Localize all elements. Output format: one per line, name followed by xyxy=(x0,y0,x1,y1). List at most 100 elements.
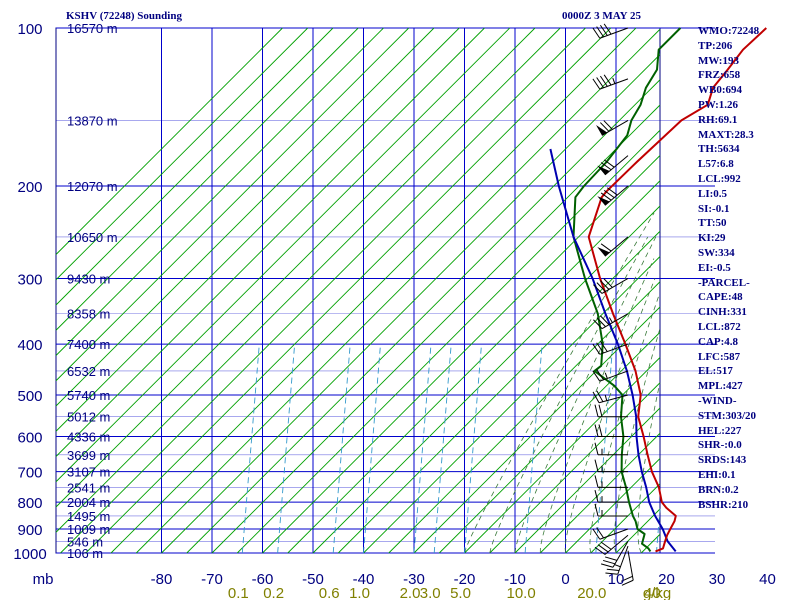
temperature-tick-label: -70 xyxy=(201,571,223,588)
wind-barb-flag xyxy=(593,284,603,294)
wind-barb-shaft xyxy=(599,27,629,39)
moist-adiabat-line xyxy=(613,329,661,554)
wind-barb-flag xyxy=(596,26,604,38)
pressure-tick-label: 400 xyxy=(17,337,42,354)
wind-barb-flag xyxy=(594,424,599,437)
wind-barb-pennant xyxy=(596,125,608,136)
sounding-datetime: 0000Z 3 MAY 25 xyxy=(562,10,641,22)
wind-barb-flag xyxy=(603,23,612,35)
index-item: CINH:331 xyxy=(698,306,747,319)
wind-barb xyxy=(594,503,628,517)
height-label: 4336 m xyxy=(67,430,110,445)
mixing-ratio-label: 2.0 xyxy=(400,585,421,600)
wind-barb-pennant xyxy=(597,165,610,175)
mixing-ratio-unit: g/kg xyxy=(643,585,671,600)
isotherm-line xyxy=(135,28,661,554)
mixing-ratio-label: 40 xyxy=(644,585,661,600)
wind-barb xyxy=(600,541,629,568)
isotherm-line xyxy=(312,205,661,554)
moist-adiabat-line xyxy=(564,278,656,554)
parcel-line xyxy=(549,148,677,553)
wind-barb-flag xyxy=(600,192,612,201)
wind-barb-shaft xyxy=(599,370,629,382)
wind-barb-half-flag xyxy=(614,564,621,568)
height-label: 12070 m xyxy=(67,179,118,194)
index-item: BSHR:210 xyxy=(698,498,749,511)
wind-barb-flag xyxy=(592,370,601,382)
wind-barb xyxy=(594,424,628,438)
isotherm-line xyxy=(489,382,661,554)
isotherm-line xyxy=(55,27,435,407)
wind-barb xyxy=(594,534,629,555)
index-item: SI:-0.1 xyxy=(698,202,730,215)
height-label: 10650 m xyxy=(67,230,118,245)
index-item: RH:69.1 xyxy=(698,113,738,126)
pressure-tick-label: 300 xyxy=(17,271,42,288)
moist-adiabat-line xyxy=(489,236,649,554)
wind-barb xyxy=(596,120,629,136)
wind-barb-flag xyxy=(603,120,613,130)
height-label: 9430 m xyxy=(67,271,110,286)
index-item: EL:517 xyxy=(698,365,733,378)
wind-barb-flag xyxy=(603,159,615,168)
wind-barb-flag xyxy=(599,341,608,352)
index-item: LCL:992 xyxy=(698,172,741,185)
wind-barb xyxy=(597,236,629,257)
wind-barb-flag xyxy=(597,544,609,553)
mixing-ratio-line xyxy=(332,344,351,554)
mixing-ratio-line xyxy=(363,344,381,554)
height-label: 6532 m xyxy=(67,364,110,379)
mixing-ratio-label: 20.0 xyxy=(577,585,606,600)
wind-barb-flag xyxy=(594,459,599,472)
index-item: PW:1.26 xyxy=(698,98,739,111)
wind-barb-flag xyxy=(596,77,604,89)
temperature-tick-label: -60 xyxy=(252,571,274,588)
wind-barb-flag xyxy=(594,490,599,503)
sounding-profiles xyxy=(549,27,767,553)
wind-barb xyxy=(592,23,629,39)
index-item: TT:50 xyxy=(698,217,727,230)
isotherm-line xyxy=(110,27,637,554)
index-item: MAXT:28.3 xyxy=(698,128,754,141)
wind-barb-flag xyxy=(606,187,618,196)
wind-barb-flag xyxy=(600,243,612,252)
index-item: L57:6.8 xyxy=(698,158,734,171)
pressure-tick-label: 700 xyxy=(17,465,42,482)
temperature-line xyxy=(587,27,767,553)
wind-barb-flag xyxy=(599,75,608,87)
pressure-tick-label: 800 xyxy=(17,495,42,512)
wind-barb-flag xyxy=(594,404,599,417)
wind-barb xyxy=(592,369,629,382)
wind-barb xyxy=(593,313,629,330)
index-item: WMO:72248 xyxy=(698,25,760,37)
wind-barbs xyxy=(592,23,634,586)
wind-barb-flag xyxy=(598,424,603,437)
mixing-ratio-label: 3.0 xyxy=(420,585,441,600)
isotherm-line xyxy=(337,230,661,554)
wind-barb-flag xyxy=(596,527,604,539)
wind-barb-flag xyxy=(592,391,600,403)
wind-barb-flag xyxy=(600,563,614,568)
isotherm-line xyxy=(55,27,485,457)
mixing-ratio-label: 10.0 xyxy=(506,585,535,600)
index-item: SHR-:0.0 xyxy=(698,439,742,452)
isotherm-line xyxy=(236,129,661,554)
wind-barb-flag xyxy=(596,282,606,292)
mixing-ratio-line xyxy=(464,344,482,554)
index-item: KI:29 xyxy=(698,232,726,245)
wind-barb-flag xyxy=(596,342,604,354)
index-item: HEL:227 xyxy=(698,424,742,437)
temperature-tick-label: -50 xyxy=(302,571,324,588)
index-item: CAP:4.8 xyxy=(698,335,739,348)
wind-barb-flag xyxy=(603,278,613,288)
wind-barb xyxy=(592,74,629,90)
wind-barb-flag xyxy=(604,556,618,561)
isotherm-line xyxy=(640,533,661,554)
height-label: 3699 m xyxy=(67,448,110,463)
temperature-tick-label: -80 xyxy=(151,571,173,588)
isotherm-line xyxy=(55,27,536,508)
wind-barb-flag xyxy=(596,317,606,327)
wind-barb-flag xyxy=(600,162,612,171)
mixing-ratio-label: 0.6 xyxy=(319,585,340,600)
height-label: 546 m xyxy=(67,534,103,549)
